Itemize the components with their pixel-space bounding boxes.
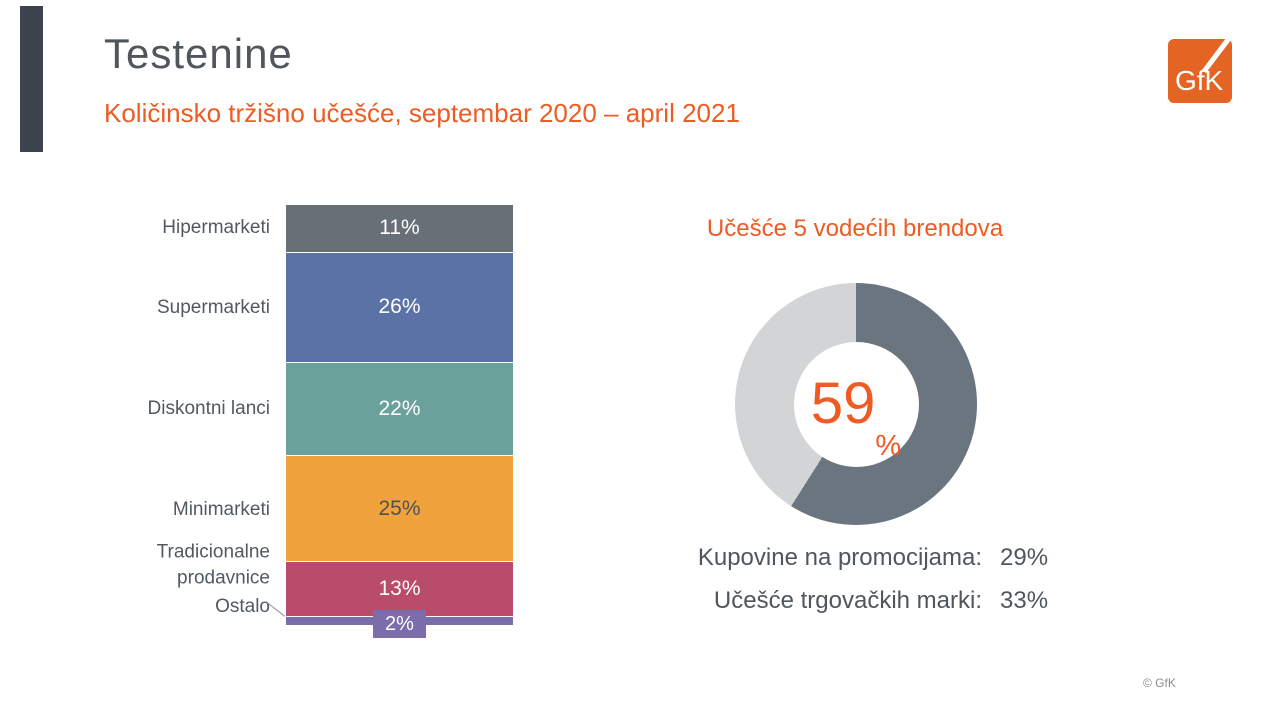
bar-segment-supermarketi: 26% xyxy=(286,251,513,362)
bar-value-label: 22% xyxy=(378,397,421,421)
bar-segment-diskontni-lanci: 22% xyxy=(286,361,513,456)
bar-segment-hipermarketi: 11% xyxy=(286,205,513,252)
bar-value-label: 11% xyxy=(379,216,420,240)
donut-chart: 59 % xyxy=(735,283,977,525)
bar-segment-tradicionalne-prodavnice: 13% xyxy=(286,561,513,617)
donut-center: 59 % xyxy=(793,341,919,467)
accent-bar xyxy=(20,6,43,152)
page-title: Testenine xyxy=(104,30,293,77)
bar-segment-minimarketi: 25% xyxy=(286,455,513,562)
bar-category-label: Ostalo xyxy=(215,596,270,618)
copyright-note: © GfK xyxy=(1143,676,1176,690)
stat-value: 33% xyxy=(1000,587,1049,614)
ostalo-leader-line xyxy=(265,601,285,617)
donut-center-unit: % xyxy=(875,429,902,462)
stat-label: Kupovine na promocijama: xyxy=(697,544,982,571)
bar-category-label: Hipermarketi xyxy=(162,217,270,239)
bar-callout-2pct: 2% xyxy=(373,610,426,638)
bar-category-label: Minimarketi xyxy=(172,499,270,521)
stacked-bar: 11% 26% 22% 25% 13% xyxy=(286,205,513,625)
gfk-logo-text: GfK xyxy=(1175,65,1224,96)
bar-value-label: 25% xyxy=(378,496,421,520)
stat-row-promotions: Kupovine na promocijama: 29% xyxy=(620,544,1080,572)
bar-value-label: 13% xyxy=(378,577,421,601)
bar-category-label: Diskontni lanci xyxy=(147,398,271,420)
gfk-logo-icon: GfK xyxy=(1168,34,1234,103)
stats-block: Kupovine na promocijama: 29% Učešće trgo… xyxy=(620,544,1080,630)
stat-row-private-label: Učešće trgovačkih marki: 33% xyxy=(620,587,1080,615)
stat-label: Učešće trgovačkih marki: xyxy=(713,587,982,614)
gfk-logo: GfK xyxy=(1168,34,1234,103)
bar-category-label: Tradicionalne prodavnice xyxy=(156,541,270,588)
bar-value-label: 26% xyxy=(378,295,421,319)
donut-center-value: 59 xyxy=(810,371,876,436)
bar-category-label: Supermarketi xyxy=(157,297,270,319)
donut-title: Učešće 5 vodećih brendova xyxy=(706,215,1004,242)
stat-value: 29% xyxy=(1000,544,1049,571)
page-subtitle: Količinsko tržišno učešće, septembar 202… xyxy=(104,98,740,128)
